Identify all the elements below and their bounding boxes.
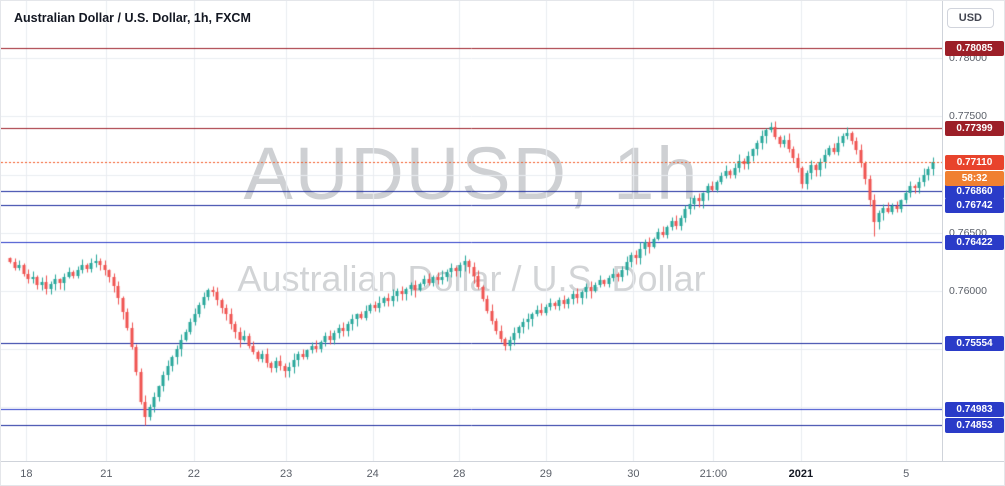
time-axis-label: 23	[279, 468, 293, 480]
price-level-badge[interactable]: 0.76422	[945, 234, 1004, 250]
time-axis-label: 2021	[788, 468, 814, 480]
time-axis-label: 28	[453, 468, 466, 480]
time-axis-label: 21	[100, 468, 113, 480]
countdown-badge: 58:32	[945, 170, 1004, 186]
price-tick-label: 0.76000	[949, 284, 987, 297]
time-axis-label: 22	[187, 468, 201, 480]
time-axis-label: 21:00	[699, 468, 728, 480]
price-level-badge[interactable]: 0.77399	[945, 120, 1004, 136]
price-level-badge[interactable]: 0.76742	[945, 197, 1004, 213]
price-chart-canvas[interactable]	[1, 1, 942, 461]
time-axis-label: 24	[366, 468, 379, 480]
price-level-badge[interactable]: 0.75554	[945, 335, 1004, 351]
last-price-badge: 0.77110	[945, 154, 1004, 170]
time-axis-label: 5	[903, 468, 910, 480]
price-level-badge[interactable]: 0.76860	[945, 183, 1004, 199]
time-axis-label: 30	[627, 468, 640, 480]
time-axis-label: 29	[539, 468, 552, 480]
symbol-title[interactable]: Australian Dollar / U.S. Dollar, 1h, FXC…	[14, 11, 251, 25]
price-level-badge[interactable]: 0.78085	[945, 40, 1004, 56]
price-level-badge[interactable]: 0.74983	[945, 401, 1004, 417]
price-level-badge[interactable]: 0.74853	[945, 417, 1004, 433]
time-axis[interactable]: 18 21 22 23 24 28 29 30 21:00 2021 5	[1, 461, 1004, 485]
price-axis[interactable]: 0.78000 0.77500 0.76500 0.76000 0.78085 0.773…	[942, 1, 1004, 461]
time-axis-label: 18	[20, 468, 33, 480]
price-tick-label: 0.77500	[949, 109, 987, 122]
currency-toggle-button[interactable]: USD	[946, 8, 994, 28]
